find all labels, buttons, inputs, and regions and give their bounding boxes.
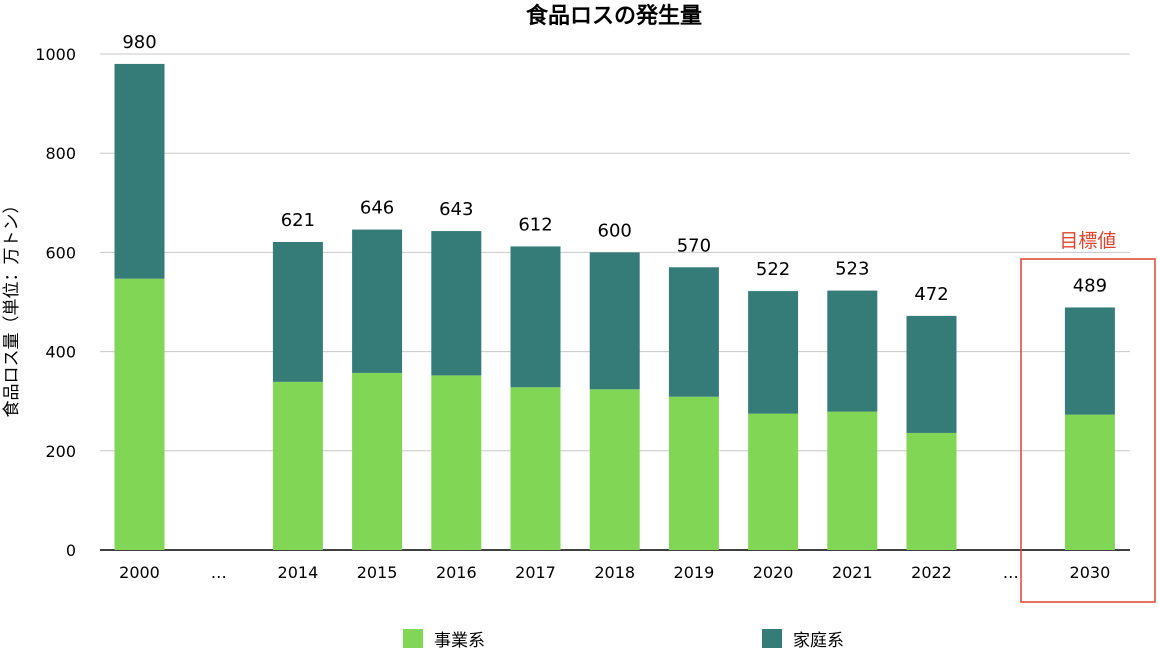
bars: [114, 63, 1115, 550]
total-value-label: 472: [914, 284, 948, 305]
bar-segment-household: [748, 291, 799, 414]
x-tick-label: 2021: [832, 563, 873, 582]
x-tick-label: 2030: [1070, 563, 1111, 582]
legend-label: 事業系: [434, 631, 485, 648]
y-tick-label: 0: [66, 541, 76, 560]
bar-segment-household: [1064, 307, 1115, 415]
total-value-label: 621: [281, 210, 315, 231]
bar-segment-business: [748, 413, 799, 550]
x-axis-ticks: 2000 … 2014 2015 2016 2017 2018 2019 2020 2021 202…: [119, 563, 1110, 582]
total-value-label: 600: [598, 220, 632, 241]
bar-segment-business: [668, 396, 719, 550]
bar-segment-household: [510, 246, 561, 388]
x-tick-label: 2015: [357, 563, 398, 582]
total-value-label: 489: [1073, 275, 1107, 296]
bar-segment-business: [827, 411, 878, 550]
x-tick-label: 2022: [911, 563, 952, 582]
bar-segment-business: [906, 432, 957, 550]
bar-segment-business: [1064, 414, 1115, 550]
x-tick-label: 2000: [119, 563, 160, 582]
chart-title: 食品ロスの発生量: [526, 3, 702, 29]
y-tick-label: 200: [45, 442, 76, 461]
total-value-label: 522: [756, 259, 790, 280]
legend: 事業系 家庭系: [403, 629, 844, 648]
bar-segment-household: [272, 241, 323, 382]
total-value-label: 643: [439, 199, 473, 220]
bar-segment-household: [668, 267, 719, 397]
x-tick-label: …: [1003, 563, 1019, 582]
x-tick-label: …: [211, 563, 227, 582]
x-tick-label: 2014: [278, 563, 319, 582]
y-axis-ticks: 0 200 400 600 800 1000: [35, 45, 76, 560]
bar-segment-business: [272, 381, 323, 550]
bar-segment-business: [352, 372, 403, 550]
bar-segment-household: [827, 290, 878, 412]
bar-segment-business: [114, 278, 165, 550]
total-value-label: 980: [122, 32, 156, 53]
x-tick-label: 2017: [515, 563, 556, 582]
y-axis-label: 食品ロス量（単位：万トン）: [2, 197, 22, 418]
legend-swatch: [762, 629, 782, 648]
bar-segment-household: [114, 63, 165, 279]
y-tick-label: 600: [45, 243, 76, 262]
target-label: 目標値: [1059, 230, 1116, 252]
y-tick-label: 1000: [35, 45, 76, 64]
total-value-label: 570: [677, 235, 711, 256]
bar-segment-business: [431, 375, 482, 550]
y-tick-label: 800: [45, 144, 76, 163]
bar-segment-household: [431, 231, 482, 376]
bar-segment-business: [589, 389, 640, 550]
bar-segment-business: [510, 387, 561, 550]
target-annotation: 目標値: [1020, 230, 1156, 603]
x-tick-label: 2018: [594, 563, 635, 582]
bar-segment-household: [906, 315, 957, 433]
x-tick-label: 2016: [436, 563, 477, 582]
bar-segment-household: [352, 229, 403, 373]
total-labels: 980 621 646 643 612 600 570 522 523 472 489: [122, 32, 1107, 305]
x-tick-label: 2019: [674, 563, 715, 582]
x-tick-label: 2020: [753, 563, 794, 582]
legend-label: 家庭系: [793, 631, 844, 648]
total-value-label: 646: [360, 198, 394, 219]
legend-swatch: [403, 629, 423, 648]
y-tick-label: 400: [45, 343, 76, 362]
total-value-label: 612: [518, 214, 552, 235]
target-highlight-box: [1020, 258, 1156, 603]
bar-segment-household: [589, 252, 640, 390]
total-value-label: 523: [835, 259, 869, 280]
